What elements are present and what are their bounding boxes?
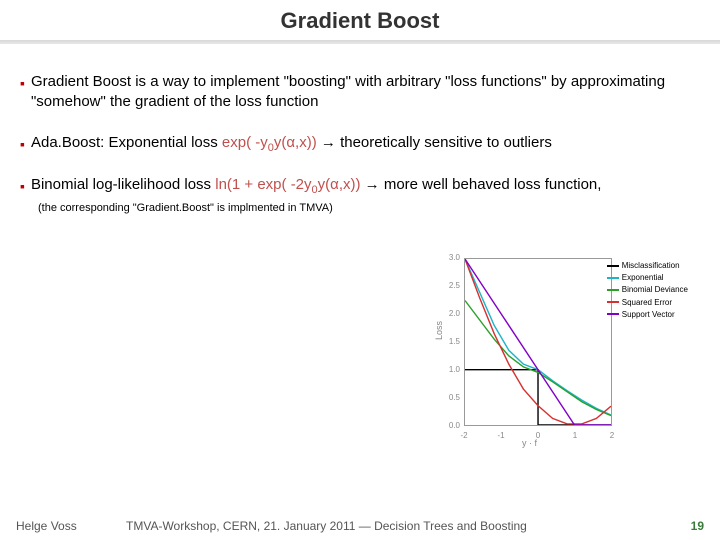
footer-mid: TMVA-Workshop, CERN, 21. January 2011 ― … xyxy=(126,519,691,533)
chart-ytick: 2.5 xyxy=(446,281,460,290)
legend-swatch xyxy=(607,277,619,279)
b2-pre: Ada.Boost: Exponential loss xyxy=(31,134,222,151)
chart-xtick: 0 xyxy=(536,431,540,440)
chart-ytick: 1.5 xyxy=(446,337,460,346)
bullet-3: ▪ Binomial log-likelihood loss ln(1 + ex… xyxy=(20,175,700,198)
legend-swatch xyxy=(607,301,619,303)
chart-ytick: 0.5 xyxy=(446,393,460,402)
bullet-1: ▪ Gradient Boost is a way to implement "… xyxy=(20,72,700,113)
bullet-3-text: Binomial log-likelihood loss ln(1 + exp(… xyxy=(31,175,700,198)
bullet-2-text: Ada.Boost: Exponential loss exp( -y0y(α,… xyxy=(31,133,700,156)
chart-frame xyxy=(464,258,612,426)
content-area: ▪ Gradient Boost is a way to implement "… xyxy=(0,44,720,214)
chart-ytick: 1.0 xyxy=(446,365,460,374)
bullet-1-text: Gradient Boost is a way to implement "bo… xyxy=(31,72,700,113)
legend-label: Squared Error xyxy=(622,297,672,308)
b2-exp-b: y(α,x)) xyxy=(274,134,317,151)
title-underline xyxy=(0,40,720,44)
title-bar: Gradient Boost xyxy=(0,0,720,44)
b2-exp-a: exp( -y xyxy=(222,134,268,151)
bullet-2: ▪ Ada.Boost: Exponential loss exp( -y0y(… xyxy=(20,133,700,156)
b3-post: more well behaved loss function, xyxy=(384,176,602,193)
legend-label: Misclassification xyxy=(622,260,680,271)
b2-post: theoretically sensitive to outliers xyxy=(340,134,552,151)
legend-swatch xyxy=(607,265,619,267)
bullet-mark-icon: ▪ xyxy=(20,135,25,154)
b3-exp-b: y(α,x)) xyxy=(318,176,361,193)
slide-footer: Helge Voss TMVA-Workshop, CERN, 21. Janu… xyxy=(0,512,720,540)
chart-ytick: 3.0 xyxy=(446,253,460,262)
legend-item: Binomial Deviance xyxy=(607,284,688,295)
bullet-mark-icon: ▪ xyxy=(20,74,25,93)
bullet-mark-icon: ▪ xyxy=(20,177,25,196)
chart-ytick: 2.0 xyxy=(446,309,460,318)
arrow-icon: → xyxy=(365,176,384,193)
legend-label: Support Vector xyxy=(622,309,675,320)
chart-xtick: -2 xyxy=(460,431,467,440)
legend-item: Misclassification xyxy=(607,260,688,271)
legend-label: Exponential xyxy=(622,272,664,283)
chart-ylabel: Loss xyxy=(434,321,444,340)
footer-author: Helge Voss xyxy=(16,519,126,533)
loss-chart: Loss y · f MisclassificationExponentialB… xyxy=(432,250,692,450)
b3-exp-a: ln(1 + exp( -2y xyxy=(215,176,311,193)
chart-legend: MisclassificationExponentialBinomial Dev… xyxy=(607,260,688,321)
chart-xtick: -1 xyxy=(497,431,504,440)
chart-ytick: 0.0 xyxy=(446,421,460,430)
legend-swatch xyxy=(607,289,619,291)
chart-xtick: 1 xyxy=(573,431,577,440)
legend-item: Squared Error xyxy=(607,297,688,308)
chart-xlabel: y · f xyxy=(522,438,537,448)
arrow-icon: → xyxy=(321,134,340,151)
legend-label: Binomial Deviance xyxy=(622,284,688,295)
legend-item: Support Vector xyxy=(607,309,688,320)
chart-xtick: 2 xyxy=(610,431,614,440)
chart-svg xyxy=(465,259,611,425)
footer-page: 19 xyxy=(691,519,704,533)
legend-item: Exponential xyxy=(607,272,688,283)
slide-title: Gradient Boost xyxy=(281,8,440,33)
bullet-3-note: (the corresponding "Gradient.Boost" is i… xyxy=(38,202,700,214)
b3-pre: Binomial log-likelihood loss xyxy=(31,176,215,193)
legend-swatch xyxy=(607,313,619,315)
